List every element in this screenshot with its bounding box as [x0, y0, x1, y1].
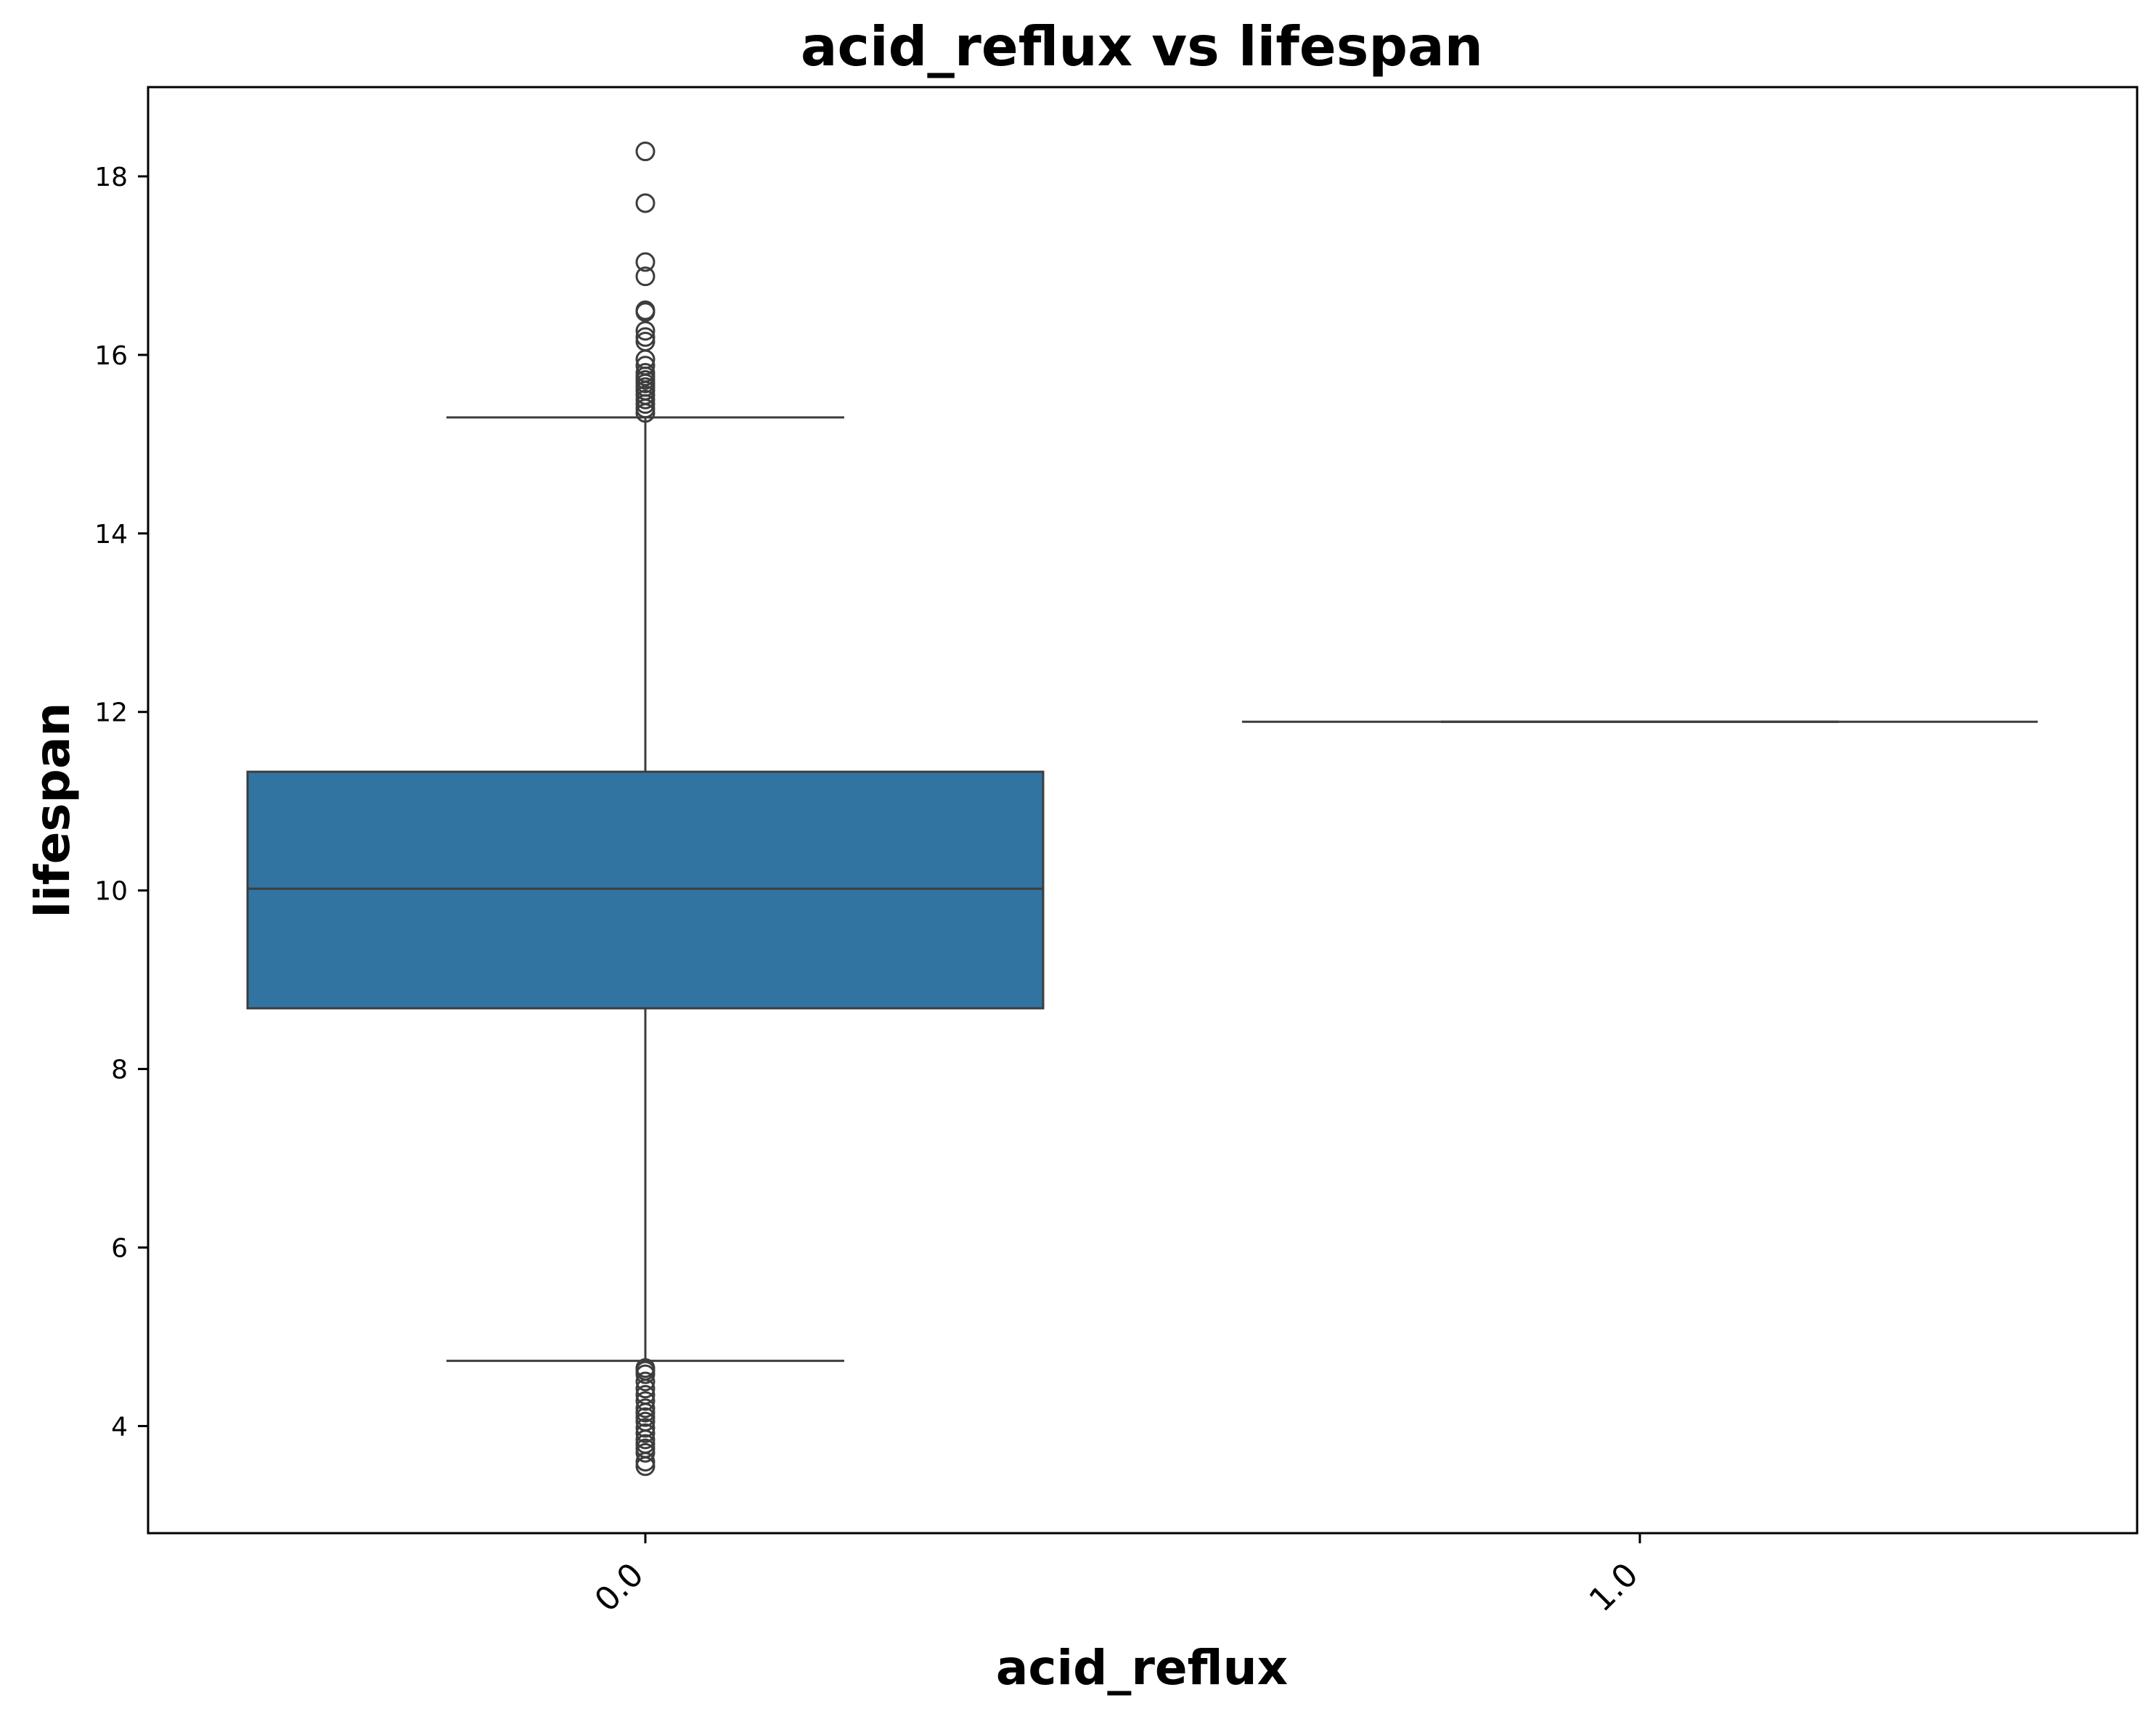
x-axis-label: acid_reflux [996, 1640, 1288, 1696]
outlier-point [635, 321, 656, 341]
y-tick-label: 8 [111, 1056, 128, 1085]
outlier-point [635, 142, 656, 162]
outlier-point [635, 252, 656, 272]
outlier-point [635, 1423, 656, 1443]
outlier-point [635, 1371, 656, 1392]
y-tick-label: 14 [94, 520, 128, 550]
outlier-point [635, 302, 656, 322]
y-axis-label: lifespan [25, 703, 81, 918]
y-tick-label: 12 [94, 698, 128, 728]
y-tick-label: 4 [111, 1412, 128, 1442]
outlier-point [635, 1442, 656, 1463]
outlier-point [635, 266, 656, 287]
plot-area [246, 142, 2038, 1477]
outlier-point [635, 193, 656, 213]
y-tick-label: 16 [94, 341, 128, 371]
outlier-point [635, 1456, 656, 1477]
outlier-point [635, 403, 656, 423]
outlier-point [635, 1364, 656, 1384]
outlier-point [635, 1418, 656, 1438]
y-tick-label: 18 [94, 163, 128, 192]
outlier-point [635, 1379, 656, 1399]
chart-title: acid_reflux vs lifespan [801, 15, 1483, 78]
y-axis: 4 6 8 10 12 14 16 18 [94, 163, 148, 1442]
plot-frame [147, 86, 2139, 1535]
box-group-0.0 [246, 142, 1045, 1477]
box-iqr-0.0 [246, 770, 1045, 1010]
y-tick-label: 10 [94, 877, 128, 907]
outlier-point [635, 1391, 656, 1411]
y-tick-label: 6 [111, 1234, 128, 1264]
